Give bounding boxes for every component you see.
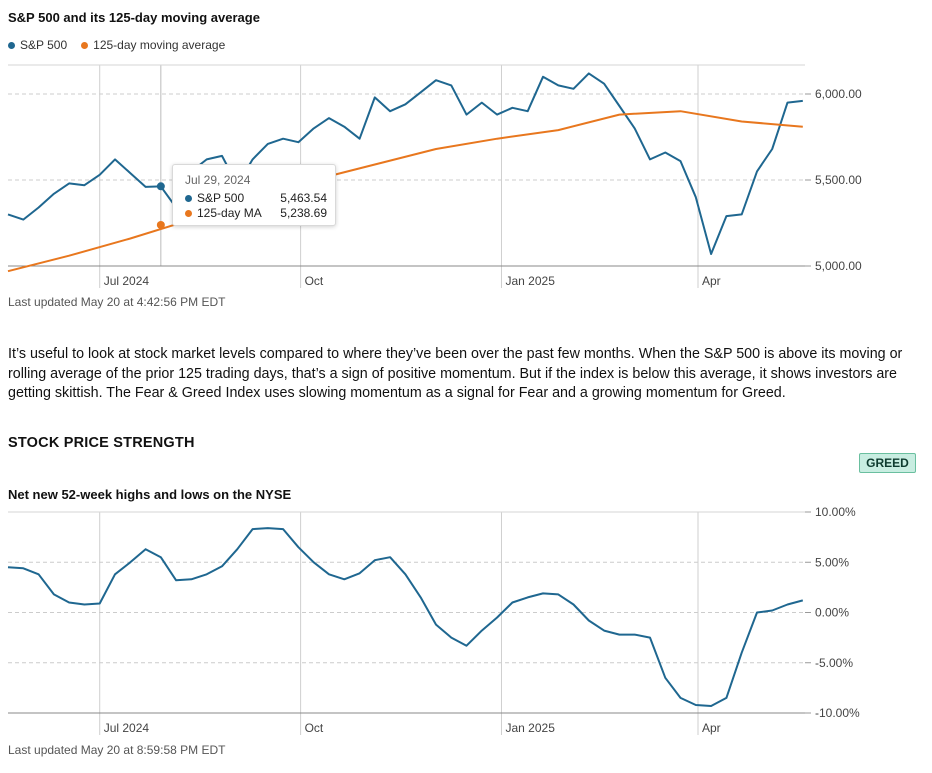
hover-point-ma	[156, 220, 165, 229]
tooltip-label-sp500: S&P 500	[197, 191, 245, 205]
tooltip-row-ma: 125-day MA 5,238.69	[185, 206, 327, 220]
y-tick-label: 5.00%	[815, 555, 849, 569]
chart1-last-updated: Last updated May 20 at 4:42:56 PM EDT	[8, 295, 226, 309]
sp500-chart[interactable]: 6,000.00 5,500.00 5,000.00 Jul 2024 Oct Jan 2…	[0, 60, 932, 292]
y-tick-label: 5,000.00	[815, 259, 862, 273]
x-tick-label: Oct	[305, 274, 324, 288]
x-tick-label: Jan 2025	[505, 274, 555, 288]
y-tick-label: 5,500.00	[815, 173, 862, 187]
legend-label-sp500: S&P 500	[20, 38, 68, 52]
legend-item-sp500[interactable]: S&P 500	[8, 38, 67, 52]
chart2-last-updated: Last updated May 20 at 8:59:58 PM EDT	[8, 743, 226, 757]
tooltip-dot-ma	[185, 210, 192, 217]
explanation-paragraph: It’s useful to look at stock market leve…	[8, 346, 903, 401]
x-tick-label: Jul 2024	[104, 274, 150, 288]
chart1-tooltip: Jul 29, 2024 S&P 500 5,463.54 125-day MA…	[172, 164, 336, 226]
series-line-0	[7, 527, 804, 707]
legend-label-ma: 125-day moving average	[93, 38, 226, 52]
chart1-legend: S&P 500 125-day moving average	[8, 38, 225, 52]
x-tick-label: Jan 2025	[505, 721, 555, 735]
x-tick-label: Jul 2024	[104, 721, 150, 735]
legend-dot-ma	[81, 41, 89, 49]
tooltip-label-ma: 125-day MA	[197, 206, 262, 220]
legend-item-ma[interactable]: 125-day moving average	[81, 38, 225, 52]
y-tick-label: 6,000.00	[815, 87, 862, 101]
series-line-0	[7, 72, 803, 255]
y-tick-label: -5.00%	[815, 656, 853, 670]
tooltip-dot-sp500	[185, 195, 192, 202]
highs-lows-chart[interactable]: 10.00% 5.00% 0.00% -5.00% -10.00% Jul 2024 Oct…	[0, 505, 932, 737]
x-tick-label: Apr	[702, 721, 721, 735]
y-tick-label: 0.00%	[815, 606, 849, 620]
tooltip-row-sp500: S&P 500 5,463.54	[185, 191, 327, 205]
y-tick-label: -10.00%	[815, 706, 860, 720]
x-tick-label: Oct	[305, 721, 324, 735]
tooltip-value-sp500: 5,463.54	[280, 191, 327, 205]
legend-dot-sp500	[8, 41, 15, 49]
tooltip-date: Jul 29, 2024	[185, 173, 251, 187]
series-line-1	[7, 110, 803, 273]
chart1-title: S&P 500 and its 125-day moving average	[8, 10, 260, 25]
chart2-title: Net new 52-week highs and lows on the NY…	[8, 487, 292, 502]
greed-badge: GREED	[859, 453, 916, 473]
x-tick-label: Apr	[702, 274, 721, 288]
section-title: STOCK PRICE STRENGTH	[8, 435, 195, 451]
tooltip-value-ma: 5,238.69	[280, 206, 327, 220]
hover-point-sp500	[156, 182, 165, 191]
y-tick-label: 10.00%	[815, 505, 856, 519]
